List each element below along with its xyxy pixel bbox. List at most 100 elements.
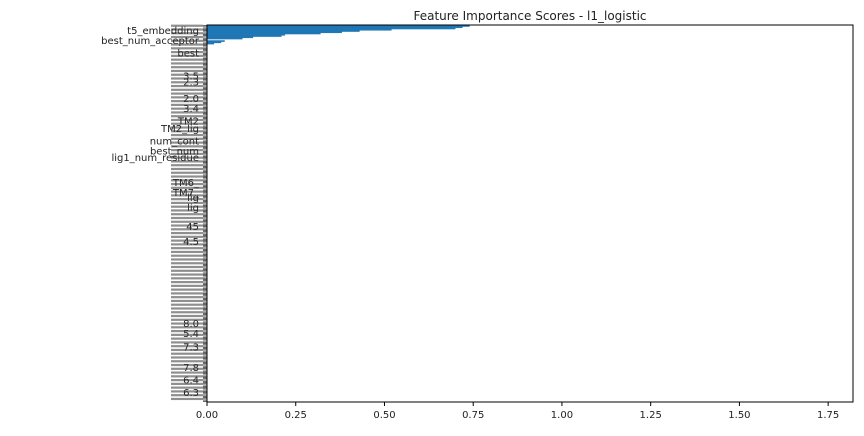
y-tick-label: TM7_	[172, 188, 200, 199]
x-tick-label: 1.50	[728, 410, 750, 421]
y-label-clutter	[171, 243, 203, 246]
y-label-clutter	[171, 126, 203, 129]
x-tick-label: 1.25	[640, 410, 662, 421]
y-tick-label: best	[177, 49, 199, 60]
y-label-clutter	[171, 345, 203, 348]
y-label-clutter	[171, 329, 203, 333]
y-label-clutter	[171, 367, 203, 370]
bar	[207, 25, 470, 27]
y-label-clutter	[171, 397, 203, 401]
y-label-clutter	[171, 311, 203, 314]
chart-title: Feature Importance Scores - l1_logistic	[413, 9, 646, 23]
y-label-clutter	[171, 265, 203, 269]
y-label-clutter	[171, 250, 203, 254]
y-label-clutter	[171, 231, 203, 235]
y-label-clutter	[171, 141, 203, 144]
y-label-clutter	[171, 269, 203, 272]
y-label-clutter	[171, 66, 203, 69]
y-tick-label: lig	[187, 203, 199, 214]
y-tick-label: 3.5	[183, 71, 199, 82]
y-tick-label: best_num	[150, 147, 199, 158]
y-label-clutter	[171, 62, 203, 65]
y-label-clutter	[171, 39, 203, 42]
y-label-clutter	[171, 216, 203, 220]
y-label-clutter	[171, 341, 203, 344]
y-label-clutter	[171, 130, 203, 133]
y-label-clutter	[171, 239, 203, 242]
y-label-clutter	[171, 288, 203, 291]
y-label-clutter	[171, 118, 203, 122]
y-label-clutter	[171, 35, 203, 39]
y-label-clutter	[171, 73, 203, 76]
y-label-clutter	[171, 220, 203, 223]
bar	[207, 40, 225, 42]
y-label-clutter	[171, 348, 203, 352]
y-label-clutter	[171, 356, 203, 359]
y-label-clutter	[171, 284, 203, 287]
y-label-clutter	[171, 103, 203, 106]
y-label-clutter	[171, 84, 203, 88]
x-tick-label: 1.75	[817, 410, 839, 421]
bar	[207, 32, 321, 35]
y-label-clutter	[171, 182, 203, 186]
y-label-clutter	[171, 262, 203, 265]
y-label-clutter	[171, 54, 203, 57]
y-label-clutter	[171, 303, 203, 306]
y-label-clutter	[171, 149, 203, 152]
y-label-clutter	[171, 201, 203, 205]
y-label-clutter	[171, 81, 203, 84]
y-label-clutter	[171, 247, 203, 250]
bar	[207, 35, 282, 37]
y-label-clutter	[171, 224, 203, 227]
y-tick-label: t5_embedding	[127, 26, 199, 37]
y-label-clutter	[171, 198, 203, 201]
y-label-clutter	[171, 322, 203, 325]
y-label-clutter	[171, 371, 203, 374]
bar	[207, 41, 222, 44]
y-label-clutter	[171, 352, 203, 355]
y-label-clutter	[171, 156, 203, 159]
y-label-clutter	[171, 307, 203, 310]
y-label-clutter	[171, 152, 203, 156]
x-tick-label: 0.50	[373, 410, 395, 421]
y-label-clutter	[171, 296, 203, 299]
y-label-clutter	[171, 386, 203, 389]
y-label-clutter	[171, 213, 203, 216]
y-label-clutter	[171, 299, 203, 303]
bars	[207, 25, 470, 45]
y-label-clutter	[171, 382, 203, 385]
y-label-clutter	[171, 277, 203, 280]
y-label-clutter	[171, 32, 203, 35]
y-label-clutter	[171, 326, 203, 329]
y-tick-label: 2.0	[183, 94, 199, 105]
y-label-clutter	[171, 228, 203, 231]
y-tick-marks	[203, 25, 207, 402]
y-tick-label: 7.3	[183, 343, 199, 354]
y-label-clutter	[171, 314, 203, 318]
y-label-clutter	[171, 24, 203, 27]
y-label-clutter	[171, 100, 203, 103]
y-tick-label: 6.3	[183, 388, 199, 399]
x-tick-label: 0.75	[462, 410, 484, 421]
bar	[207, 31, 342, 34]
y-label-clutter	[171, 363, 203, 367]
y-label-clutter	[171, 164, 203, 167]
axes: 0.00 0.25 0.50 0.75 1.00 1.25 1.50 1.75	[171, 24, 854, 421]
y-tick-label: TM2	[177, 117, 199, 128]
y-label-clutter	[171, 28, 203, 31]
y-label-clutter	[171, 122, 203, 125]
y-label-clutter	[171, 209, 203, 212]
y-label-clutter	[171, 160, 203, 163]
y-tick-label: TM2_lig	[160, 124, 199, 135]
x-tick-label: 0.25	[285, 410, 307, 421]
y-label-clutter	[171, 179, 203, 182]
bar	[207, 28, 392, 31]
y-label-clutter	[171, 273, 203, 276]
y-label-clutter	[171, 280, 203, 284]
y-label-clutter	[171, 379, 203, 382]
y-label-clutter	[171, 292, 203, 295]
plot-frame	[206, 24, 854, 403]
